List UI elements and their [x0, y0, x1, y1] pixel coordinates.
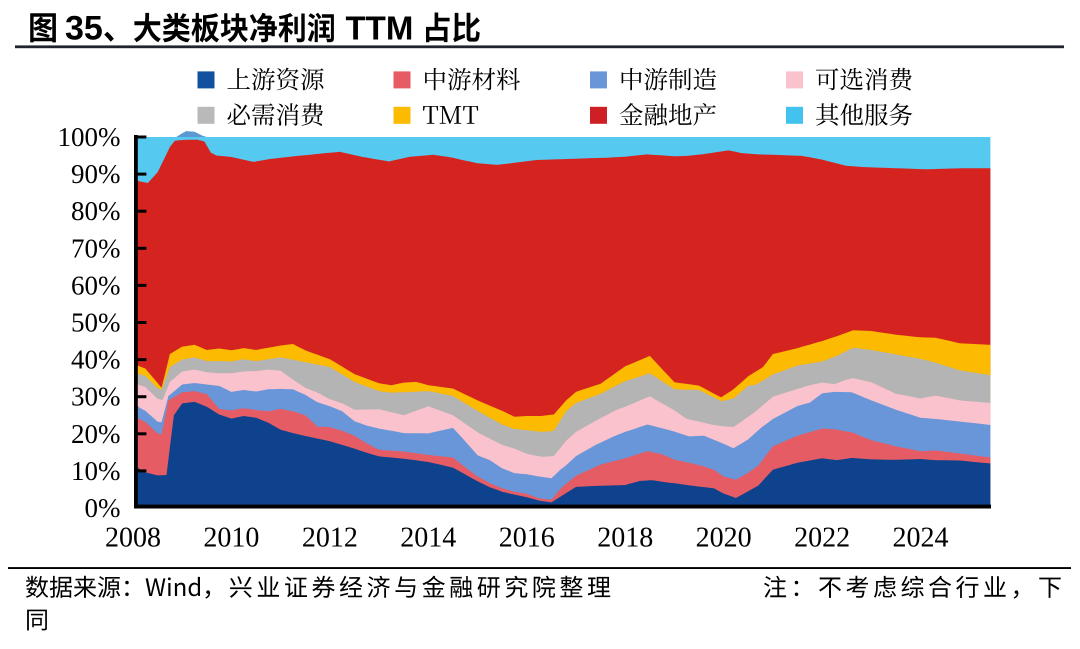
svg-text:2022: 2022 [794, 523, 850, 554]
svg-text:30%: 30% [71, 382, 121, 412]
svg-text:20%: 20% [71, 419, 121, 449]
svg-text:40%: 40% [71, 345, 121, 375]
svg-text:90%: 90% [71, 159, 121, 189]
svg-text:2014: 2014 [400, 523, 456, 554]
svg-text:50%: 50% [71, 308, 121, 338]
svg-text:80%: 80% [71, 196, 121, 226]
svg-text:70%: 70% [71, 233, 121, 263]
svg-text:0%: 0% [85, 493, 121, 523]
svg-text:TTM: TTM [346, 10, 414, 47]
svg-text:2010: 2010 [203, 523, 259, 554]
svg-text:35: 35 [65, 10, 103, 48]
svg-text:10%: 10% [71, 456, 121, 486]
svg-text:2020: 2020 [696, 523, 752, 554]
svg-text:2024: 2024 [893, 523, 949, 554]
svg-text:2016: 2016 [499, 523, 555, 554]
svg-text:60%: 60% [71, 270, 121, 300]
svg-text:2008: 2008 [105, 523, 161, 554]
svg-text:2018: 2018 [597, 523, 653, 554]
svg-text:100%: 100% [58, 122, 121, 152]
svg-text:2012: 2012 [302, 523, 358, 554]
